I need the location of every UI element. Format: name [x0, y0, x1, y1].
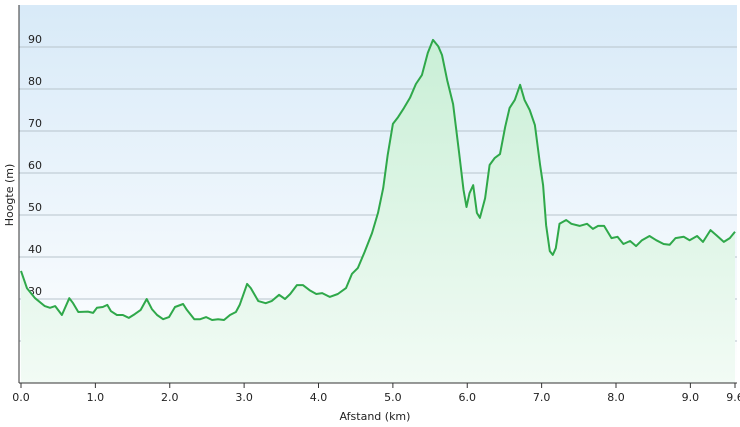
x-axis-title: Afstand (km) [340, 410, 411, 423]
x-tick-label: 9.6 [726, 391, 740, 404]
y-tick-label: 50 [28, 201, 42, 214]
x-tick-label: 3.0 [235, 391, 253, 404]
x-tick-label: 4.0 [310, 391, 328, 404]
x-tick-label: 5.0 [384, 391, 402, 404]
area-fill [21, 39, 735, 384]
x-tick-label: 7.0 [533, 391, 551, 404]
y-axis-title: Hoogte (m) [3, 164, 16, 227]
y-tick-label: 80 [28, 75, 42, 88]
elevation-line [20, 38, 736, 321]
y-tick-label: 40 [28, 243, 42, 256]
x-tick-label: 2.0 [161, 391, 179, 404]
x-tick-label: 9.0 [682, 391, 700, 404]
x-tick-label: 0.0 [12, 391, 30, 404]
x-tick-label: 1.0 [87, 391, 105, 404]
x-tick-label: 6.0 [459, 391, 477, 404]
y-tick-label: 90 [28, 33, 42, 46]
x-tick-label: 8.0 [607, 391, 625, 404]
y-tick-label: 70 [28, 117, 42, 130]
y-tick-label: 60 [28, 159, 42, 172]
